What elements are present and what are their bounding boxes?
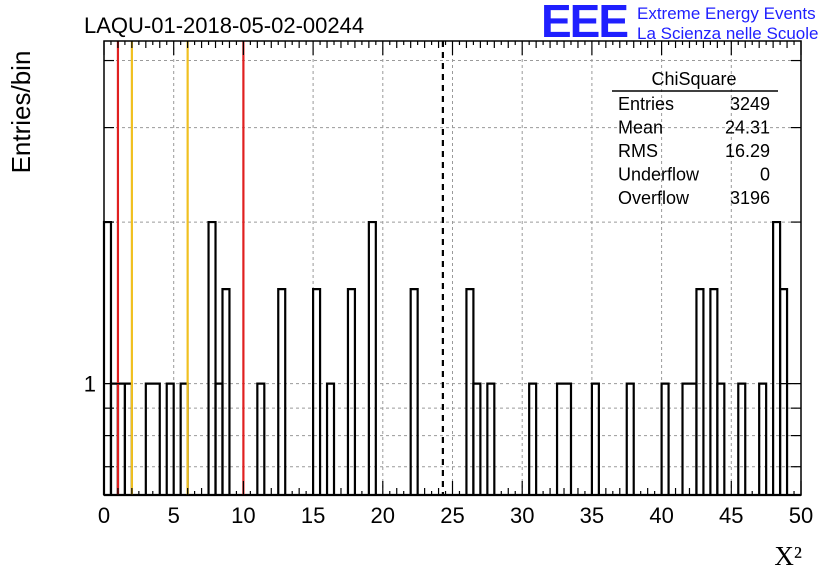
- x-tick-label: 40: [649, 503, 673, 528]
- histogram-bar: [778, 288, 789, 495]
- histogram-bar: [590, 382, 600, 495]
- y-axis-label: Entries/bin: [6, 51, 36, 174]
- chart-title: LAQU-01-2018-05-02-00244: [84, 13, 364, 38]
- stats-label: Overflow: [618, 188, 690, 208]
- stats-rows: Entries 3249 Mean 24.31 RMS 16.29 Underflow 0 Ov…: [618, 94, 770, 208]
- histogram-bar: [325, 382, 336, 495]
- eee-logo: EEE Extreme Energy Events La Scienza nel…: [541, 0, 831, 47]
- histogram-bar: [346, 288, 357, 495]
- x-tick-label: 45: [719, 503, 743, 528]
- logo-line-2: La Scienza nelle Scuole: [637, 24, 819, 43]
- stats-label: RMS: [618, 141, 658, 161]
- logo-line-1: Extreme Energy Events: [637, 4, 816, 23]
- histogram-bar: [486, 382, 496, 495]
- stats-label: Underflow: [618, 165, 700, 185]
- histogram-bar: [207, 220, 217, 495]
- x-tick-label: 10: [231, 503, 255, 528]
- stats-value: 16.29: [725, 141, 770, 161]
- x-tick-label: 25: [440, 503, 464, 528]
- x-tick-label: 15: [301, 503, 325, 528]
- x-tick-label: 0: [98, 503, 110, 528]
- x-tick-label: 30: [510, 503, 534, 528]
- stats-label: Mean: [618, 118, 663, 138]
- histogram-bar: [367, 220, 377, 495]
- histogram-bar: [737, 382, 747, 495]
- histogram-bar: [758, 382, 768, 495]
- histogram-bar: [660, 382, 670, 495]
- x-tick-label: 35: [580, 503, 604, 528]
- stats-value: 3249: [730, 94, 770, 114]
- logo-mark: EEE: [541, 0, 629, 47]
- histogram-bar: [472, 382, 482, 495]
- stats-value: 24.31: [725, 118, 770, 138]
- histogram-bar: [221, 288, 231, 495]
- histogram-bar: [528, 382, 538, 495]
- histogram-bar: [681, 382, 698, 495]
- histogram-bar: [625, 382, 635, 495]
- x-axis-label: X²: [774, 541, 802, 571]
- stats-value: 0: [760, 165, 770, 185]
- x-tick-label: 20: [371, 503, 395, 528]
- axes-layer: 0 5 10 15 20 25 30 35 40 45 50 1: [84, 40, 813, 528]
- x-tick-label: 5: [168, 503, 180, 528]
- stats-title: ChiSquare: [651, 69, 736, 89]
- histogram-bar: [695, 288, 705, 495]
- y-tick-label: 1: [84, 372, 96, 397]
- histogram-bar: [277, 288, 287, 495]
- histogram-bar: [312, 288, 322, 495]
- reference-lines-layer: [116, 41, 444, 495]
- stats-box: ChiSquare Entries 3249 Mean 24.31 RMS 16.29 Un…: [612, 69, 778, 208]
- histogram-bar: [144, 382, 161, 495]
- histogram-bar: [165, 382, 175, 495]
- histogram-bar: [409, 288, 419, 495]
- x-tick-label: 50: [789, 503, 813, 528]
- histogram-bar: [256, 382, 266, 495]
- histogram-bar: [716, 382, 726, 495]
- stats-label: Entries: [618, 94, 674, 114]
- stats-value: 3196: [730, 188, 770, 208]
- histogram-bar: [555, 382, 573, 495]
